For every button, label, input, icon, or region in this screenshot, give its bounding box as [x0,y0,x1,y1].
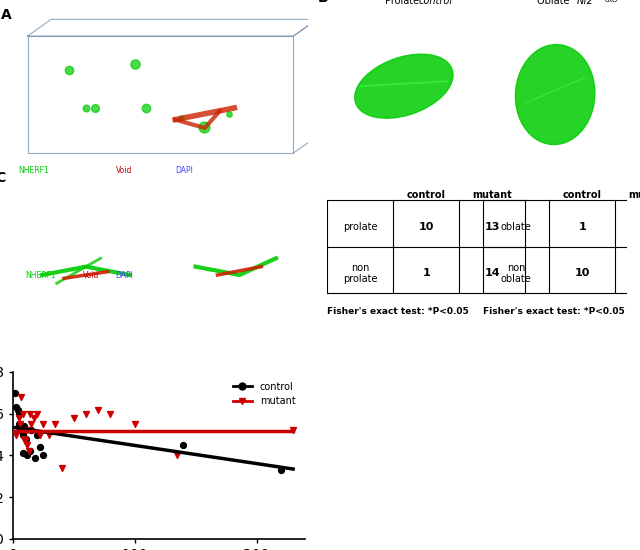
Point [32,409,42,418]
Point [16,393,26,402]
Text: control: control [419,0,452,6]
Text: prolate: prolate [343,222,378,232]
Point [21,434,31,443]
Text: control: control [20,196,49,205]
Text: 13: 13 [484,222,500,232]
Text: *: * [178,332,184,345]
Text: *: * [111,82,121,101]
Text: oblate: oblate [501,222,532,232]
Point [20,426,30,435]
Point [19,434,29,443]
Point [172,451,182,460]
Point [29,453,40,462]
Text: B: B [317,0,328,5]
Text: *: * [346,153,353,168]
Point [35,430,45,439]
Point [25,447,35,456]
Point [24,447,34,456]
Point [12,403,22,412]
Text: Oblate: Oblate [538,0,573,6]
Point [28,414,38,422]
Point [32,430,42,439]
Point [44,430,54,439]
Text: 1: 1 [579,222,586,232]
Text: Void: Void [116,166,132,175]
Text: $Nf2^{cKO}$: $Nf2^{cKO}$ [173,192,202,205]
Point [14,420,24,428]
Point [12,430,22,439]
Text: non
oblate: non oblate [501,262,532,284]
Point [68,414,79,422]
Text: non
prolate: non prolate [343,262,378,284]
Text: DAPI: DAPI [175,166,193,175]
Ellipse shape [355,54,453,118]
Text: control: control [563,190,602,200]
Text: A: A [1,8,12,21]
Legend: control, mutant: control, mutant [228,377,301,411]
Point [35,443,45,452]
Text: cKO: cKO [604,0,618,3]
Point [22,451,33,460]
Point [15,426,25,435]
Text: Prolate: Prolate [385,0,422,6]
Point [93,405,103,414]
Text: NHERF1: NHERF1 [19,166,49,175]
Text: C: C [0,172,6,185]
Point [26,420,36,428]
Point [288,426,298,435]
Point [14,414,24,422]
Point [20,437,30,446]
Text: mutant: mutant [472,190,512,200]
Point [56,464,67,472]
Point [25,409,35,418]
Text: 10: 10 [419,222,434,232]
Text: NHERF1: NHERF1 [26,271,56,280]
Point [17,409,28,418]
Text: control: control [407,190,446,200]
Point [51,420,61,428]
Text: Fisher's exact test: *P<0.05: Fisher's exact test: *P<0.05 [328,307,469,316]
Point [22,441,33,449]
Point [14,409,24,418]
Point [38,451,49,460]
Text: mutant: mutant [628,190,640,200]
Point [179,441,189,449]
Point [129,420,140,428]
Point [17,430,28,439]
Text: DAPI: DAPI [115,271,133,280]
Point [13,405,23,414]
Point [81,409,91,418]
Point [15,420,25,428]
Point [10,388,20,397]
Text: Void: Void [83,271,100,280]
Text: 1: 1 [422,268,430,278]
Text: 14: 14 [484,268,500,278]
Text: *: * [24,332,31,345]
Text: Fisher's exact test: *P<0.05: Fisher's exact test: *P<0.05 [483,307,625,316]
Point [21,426,31,435]
Point [26,426,36,435]
Point [276,466,286,475]
Text: *: * [497,153,505,168]
Text: 10: 10 [575,268,590,278]
Point [38,420,49,428]
Point [19,422,29,431]
Point [16,424,26,433]
Point [105,409,115,418]
Point [17,449,28,458]
Ellipse shape [515,45,595,145]
Text: Nf2: Nf2 [577,0,594,6]
